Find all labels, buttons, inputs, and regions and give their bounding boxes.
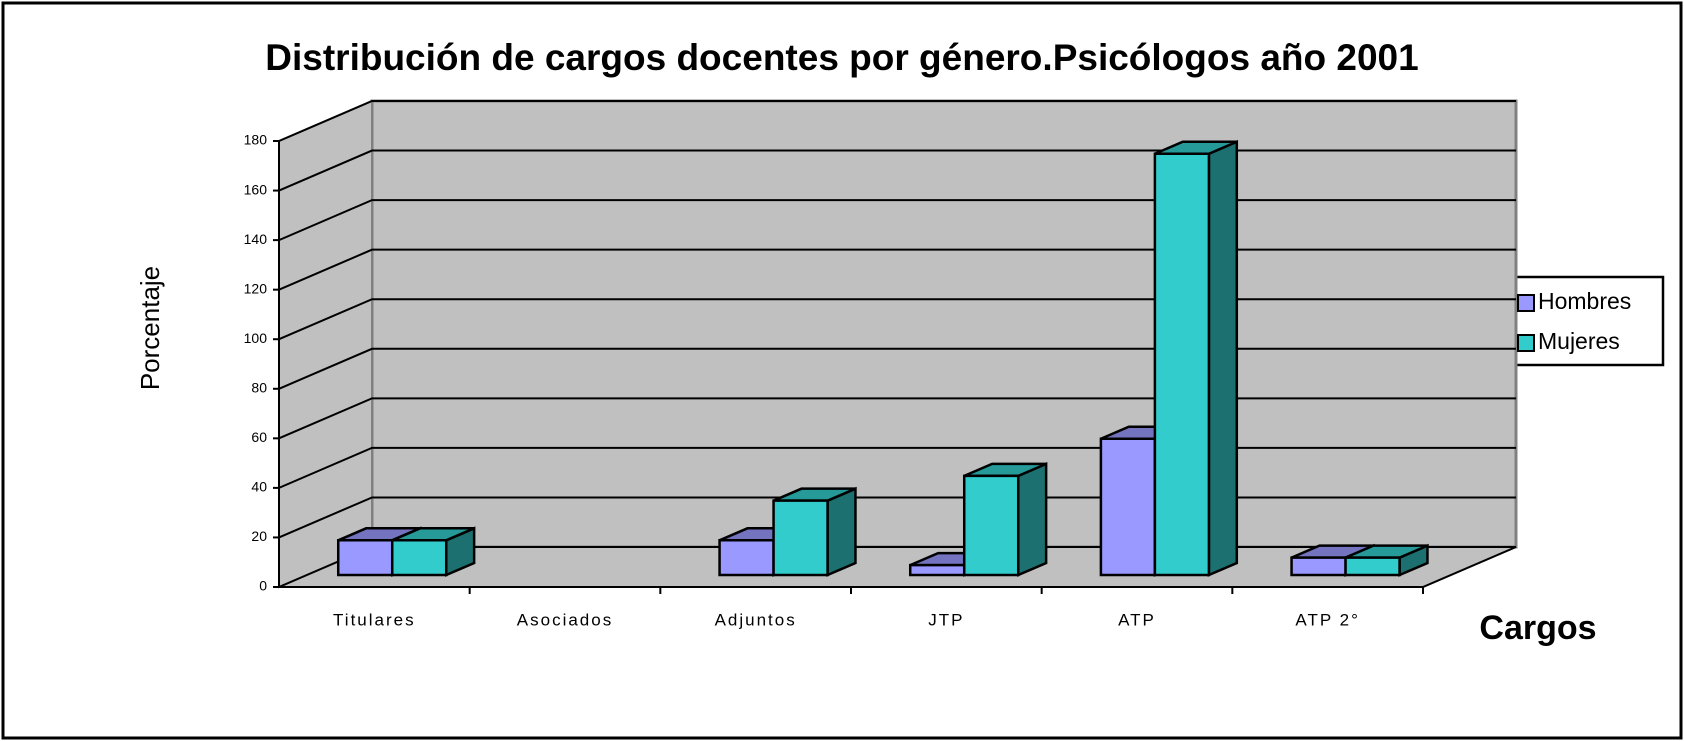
floor-edge — [1422, 546, 1517, 588]
grid-line — [278, 397, 1516, 440]
x-axis-title: Cargos — [1479, 609, 1596, 647]
grid-line — [278, 298, 1516, 341]
grid-line — [278, 248, 1516, 291]
bar-front — [1344, 556, 1401, 577]
y-tick-label: 60 — [251, 429, 267, 445]
bar-front — [718, 539, 775, 577]
y-tick-label: 40 — [251, 479, 267, 495]
bar-side — [1207, 139, 1239, 577]
y-tick-label: 0 — [259, 578, 267, 594]
bar — [1153, 139, 1239, 577]
bar-front — [390, 539, 448, 577]
x-tick-label: JTP — [928, 610, 964, 629]
bar-front — [1290, 556, 1347, 577]
x-tick-label: Adjuntos — [715, 610, 797, 629]
x-tick-label: Asociados — [517, 610, 613, 629]
bar — [1344, 543, 1429, 577]
grid-line — [278, 199, 1516, 242]
bar — [962, 461, 1048, 577]
bar-front — [336, 539, 394, 577]
bar — [390, 526, 476, 577]
y-tick-label: 100 — [244, 330, 268, 346]
legend-label: Mujeres — [1538, 328, 1620, 354]
bar-front — [908, 563, 966, 577]
side-wall — [278, 99, 373, 589]
legend-label: Hombres — [1538, 288, 1631, 314]
y-tick-label: 160 — [244, 181, 268, 197]
y-tick-label: 140 — [244, 231, 268, 247]
grid-line — [278, 100, 1516, 142]
chart-title: Distribución de cargos docentes por géne… — [265, 37, 1418, 78]
x-tick-label: Titulares — [333, 610, 416, 629]
y-tick-label: 180 — [244, 132, 268, 148]
legend-swatch — [1517, 334, 1535, 352]
bar-front — [962, 474, 1020, 577]
y-tick-label: 80 — [251, 379, 267, 395]
bar-side — [1016, 461, 1048, 577]
bar — [772, 486, 857, 577]
y-tick-label: 120 — [244, 280, 268, 296]
y-axis-title: Porcentaje — [135, 266, 165, 390]
bar-front — [1099, 437, 1157, 577]
grid-line — [278, 347, 1516, 390]
bar-front — [772, 499, 829, 577]
legend-swatch — [1517, 294, 1535, 312]
bar-front — [1153, 152, 1211, 577]
bar-side — [826, 486, 857, 577]
x-tick-label: ATP — [1118, 610, 1156, 629]
grid-line — [278, 149, 1516, 192]
x-tick-label: ATP 2° — [1295, 610, 1359, 629]
y-tick-label: 20 — [251, 528, 267, 544]
back-wall — [370, 99, 1518, 549]
